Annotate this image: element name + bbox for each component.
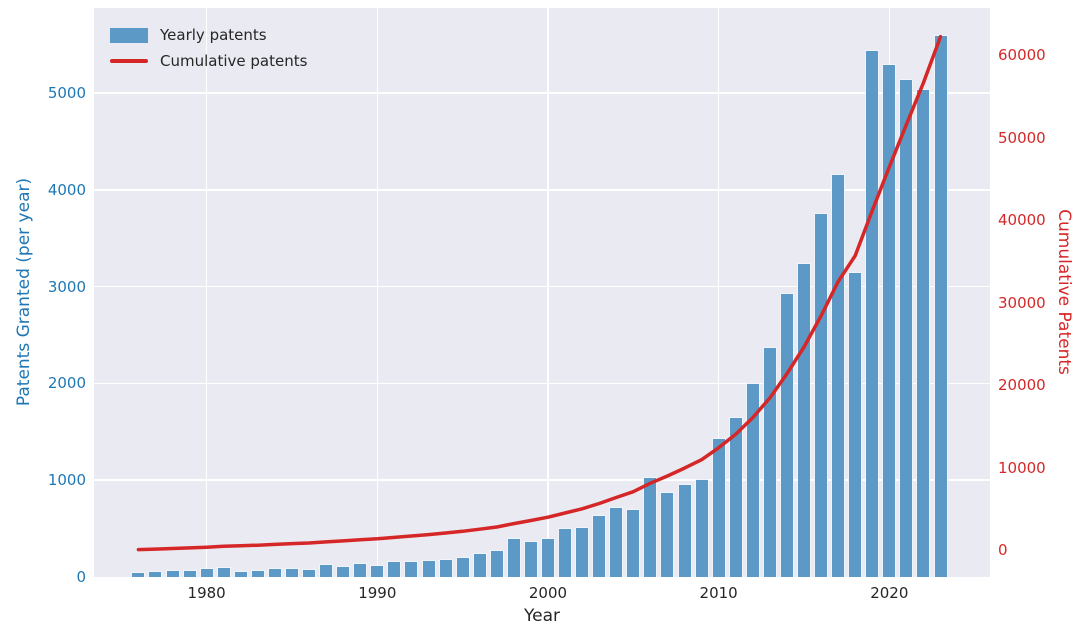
bar-1994 [438, 558, 453, 577]
bar-2011 [728, 417, 743, 577]
bar-2016 [814, 213, 829, 577]
bar-2000 [540, 537, 555, 577]
bar-1979 [182, 569, 197, 577]
tick-label: 10000 [998, 458, 1046, 477]
gridline [94, 92, 990, 94]
bar-1985 [284, 567, 299, 577]
bar-1986 [302, 569, 317, 577]
legend-label-cumulative: Cumulative patents [160, 52, 308, 70]
bar-2018 [848, 272, 863, 577]
line-swatch-icon [110, 59, 148, 63]
legend-label-yearly: Yearly patents [160, 26, 267, 44]
bar-1998 [506, 537, 521, 577]
bar-1987 [319, 564, 334, 577]
bar-1983 [250, 570, 265, 577]
tick-label: 2010 [699, 584, 738, 602]
bar-2002 [575, 527, 590, 577]
tick-label: 0 [76, 568, 86, 586]
bar-2004 [609, 506, 624, 577]
bar-1989 [353, 562, 368, 577]
gridline [205, 8, 208, 577]
bar-1993 [421, 560, 436, 577]
tick-label: 20000 [998, 376, 1046, 395]
bar-2001 [558, 528, 573, 577]
bar-1999 [523, 540, 538, 577]
bar-2012 [745, 382, 760, 577]
bar-1984 [267, 567, 282, 577]
bar-2019 [865, 49, 880, 577]
bar-1990 [370, 565, 385, 577]
gridline [547, 8, 549, 577]
tick-label: 4000 [47, 180, 86, 199]
bar-1992 [404, 560, 419, 577]
bar-1995 [455, 557, 470, 577]
bar-1977 [148, 571, 163, 577]
tick-label: 2000 [528, 584, 568, 602]
bar-2003 [592, 515, 607, 577]
legend-item-yearly: Yearly patents [110, 22, 307, 48]
tick-label: 30000 [998, 293, 1046, 312]
tick-label: 1990 [358, 584, 397, 602]
bar-1976 [131, 572, 146, 577]
tick-label: 50000 [998, 128, 1046, 147]
bar-1988 [336, 565, 351, 577]
plot-area: Yearly patents Cumulative patents [94, 8, 990, 577]
gridline [717, 8, 720, 577]
right-axis-title: Cumulative Patents [1054, 209, 1074, 375]
bar-2008 [677, 484, 692, 577]
legend: Yearly patents Cumulative patents [110, 22, 307, 74]
gridline [94, 479, 990, 481]
bar-1980 [199, 568, 214, 577]
tick-label: 2000 [47, 374, 86, 393]
bar-2006 [643, 477, 658, 577]
gridline [94, 189, 990, 191]
bar-2014 [779, 293, 794, 577]
tick-label: 60000 [998, 46, 1046, 65]
gridline [94, 382, 990, 385]
cumulative-line [136, 34, 943, 552]
tick-label: 2020 [870, 584, 909, 602]
gridline [94, 285, 990, 288]
bar-swatch-icon [110, 27, 148, 43]
x-axis-title: Year [524, 606, 560, 626]
tick-label: 1000 [47, 471, 86, 490]
bar-1997 [489, 550, 504, 577]
bar-2005 [626, 508, 641, 577]
tick-label: 0 [998, 541, 1008, 560]
bar-2020 [882, 64, 897, 577]
gridline [376, 8, 379, 577]
bar-1978 [165, 570, 180, 577]
bar-1982 [233, 570, 248, 577]
bar-1991 [387, 561, 402, 577]
bar-2010 [711, 437, 726, 577]
legend-item-cumulative: Cumulative patents [110, 48, 307, 74]
bar-2009 [694, 478, 709, 577]
tick-label: 40000 [998, 211, 1046, 230]
tick-label: 3000 [47, 277, 86, 296]
bar-1981 [216, 566, 231, 577]
bar-2021 [899, 78, 914, 577]
bar-1996 [472, 552, 487, 577]
left-axis-title: Patents Granted (per year) [14, 177, 34, 407]
tick-label: 1980 [187, 584, 226, 602]
bar-2022 [916, 89, 931, 577]
bar-2007 [660, 492, 675, 577]
tick-label: 5000 [47, 84, 86, 103]
